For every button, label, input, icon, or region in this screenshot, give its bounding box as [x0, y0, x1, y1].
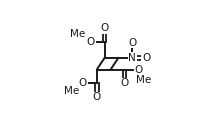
- Text: O: O: [120, 78, 129, 88]
- Text: Me: Me: [136, 75, 152, 85]
- Text: N: N: [128, 53, 136, 63]
- Text: Me: Me: [70, 29, 86, 39]
- Text: O: O: [101, 23, 109, 33]
- Text: O: O: [134, 65, 142, 75]
- Text: O: O: [142, 53, 150, 63]
- Text: Me: Me: [64, 86, 79, 96]
- Text: O: O: [79, 78, 87, 88]
- Text: O: O: [87, 37, 95, 47]
- Text: O: O: [128, 38, 136, 48]
- Text: O: O: [93, 92, 101, 102]
